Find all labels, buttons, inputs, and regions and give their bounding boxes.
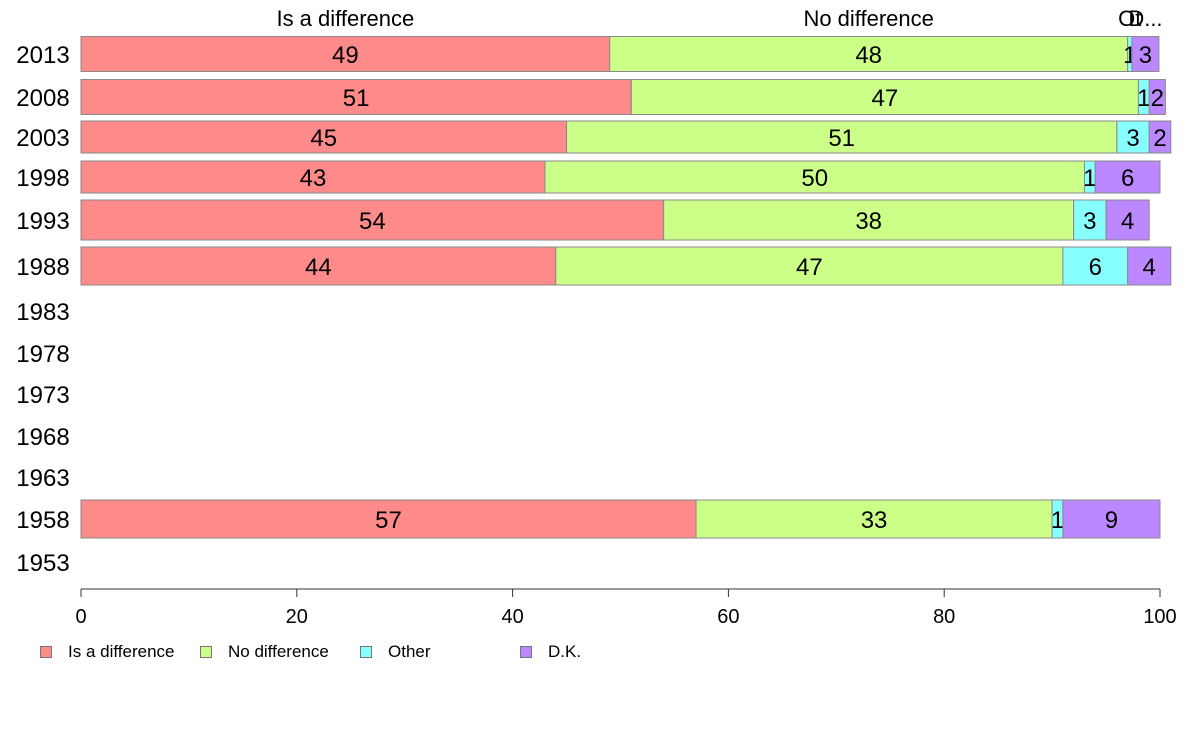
bar-row-1998: 43 50 1 6 (80, 160, 1161, 194)
year-label-1968: 1968 (16, 424, 69, 451)
bar-no-difference-2003 (566, 120, 1118, 154)
legend-swatch-other (360, 646, 372, 658)
legend-swatch-dk (520, 646, 532, 658)
x-axis: 0 20 40 60 80 100 (75, 588, 1177, 628)
legend-label-other: Other (388, 642, 431, 661)
data-label-d-k-1993: 4 (1121, 208, 1134, 235)
data-label-d-k-1998: 6 (1121, 165, 1134, 192)
year-label-1953: 1953 (16, 550, 69, 577)
data-label-d-k-2003: 2 (1153, 125, 1166, 152)
data-label-other-1958: 1 (1051, 507, 1064, 534)
legend-item-no-difference: No difference (200, 642, 329, 662)
legend-item-other: Other (360, 642, 431, 662)
bar-no-difference-1988 (555, 246, 1064, 286)
data-label-other-1993: 3 (1083, 208, 1096, 235)
year-label-1993: 1993 (16, 208, 69, 235)
bar-no-difference-1998 (544, 160, 1085, 194)
bar-row-2003: 45 51 3 2 (80, 120, 1172, 154)
data-label-is-a-difference-1993: 54 (359, 208, 386, 235)
x-tick-label-20: 20 (286, 606, 308, 628)
bar-is-a-difference-1998 (80, 160, 546, 194)
data-label-no-difference-1998: 50 (801, 165, 828, 192)
legend-label-is-a-difference: Is a difference (68, 642, 175, 661)
bar-d-k-1993 (1105, 199, 1150, 241)
data-label-is-a-difference-2003: 45 (310, 125, 337, 152)
year-label-1973: 1973 (16, 382, 69, 409)
data-label-no-difference-1988: 47 (796, 254, 823, 281)
year-labels: 2013 2008 2003 1998 1993 1988 1983 1978 1973 1968… (16, 42, 69, 577)
data-label-d-k-1988: 4 (1143, 254, 1156, 281)
bar-row-2008: 51 47 1 2 (80, 79, 1166, 115)
legend-label-no-difference: No difference (228, 642, 329, 661)
year-label-1958: 1958 (16, 507, 69, 534)
x-tick-label-60: 60 (717, 606, 739, 628)
data-label-no-difference-2013: 48 (855, 42, 882, 69)
bar-d-k-1988 (1127, 246, 1172, 286)
bar-is-a-difference-1958 (80, 499, 697, 539)
bar-d-k-1958 (1062, 499, 1161, 539)
data-label-no-difference-1958: 33 (861, 507, 888, 534)
column-header-no-difference: No difference (803, 6, 933, 31)
bar-no-difference-2008 (630, 79, 1139, 115)
data-label-is-a-difference-2008: 51 (343, 85, 370, 112)
year-label-1998: 1998 (16, 165, 69, 192)
data-label-other-2003: 3 (1126, 125, 1139, 152)
legend-item-is-a-difference: Is a difference (40, 642, 174, 662)
year-label-2008: 2008 (16, 85, 69, 112)
year-label-1988: 1988 (16, 254, 69, 281)
column-header-d-k: D... (1128, 6, 1162, 31)
data-label-no-difference-2008: 47 (872, 85, 899, 112)
legend-item-dk: D.K. (520, 642, 581, 662)
bar-is-a-difference-1988 (80, 246, 557, 286)
bar-d-k-2013 (1131, 36, 1160, 72)
bar-d-k-1998 (1094, 160, 1161, 194)
bar-other-1988 (1062, 246, 1129, 286)
data-label-d-k-1958: 9 (1105, 507, 1118, 534)
data-label-is-a-difference-1988: 44 (305, 254, 332, 281)
column-headers: Is a difference No difference OtD... (276, 6, 1162, 31)
legend-swatch-is-a-difference (40, 646, 52, 658)
data-label-no-difference-2003: 51 (828, 125, 855, 152)
data-label-other-2008: 1 (1137, 85, 1150, 112)
bar-other-2003 (1116, 120, 1150, 154)
column-header-is-a-difference: Is a difference (276, 6, 414, 31)
year-label-1983: 1983 (16, 299, 69, 326)
column-header-other: Ot (1118, 6, 1141, 31)
bar-d-k-2003 (1148, 120, 1172, 154)
data-label-d-k-2008: 2 (1151, 85, 1164, 112)
bar-row-1958: 57 33 1 9 (80, 499, 1161, 539)
x-tick-label-80: 80 (933, 606, 955, 628)
bar-other-1993 (1073, 199, 1107, 241)
bar-no-difference-1993 (663, 199, 1075, 241)
x-tick-label-40: 40 (501, 606, 523, 628)
bar-row-2013: 49 48 1 3 (80, 36, 1160, 72)
bar-no-difference-2013 (609, 36, 1129, 72)
data-label-other-1998: 1 (1083, 165, 1096, 192)
year-label-2013: 2013 (16, 42, 69, 69)
year-label-2003: 2003 (16, 125, 69, 152)
x-tick-label-0: 0 (75, 606, 86, 628)
data-label-no-difference-1993: 38 (855, 208, 882, 235)
data-label-is-a-difference-1998: 43 (300, 165, 327, 192)
bars: 49 48 1 351 47 1 245 51 3 243 50 1 654 38 3 444 47 6 457 33… (80, 36, 1172, 539)
bar-row-1993: 54 38 3 4 (80, 199, 1150, 241)
data-label-d-k-2013: 3 (1139, 42, 1152, 69)
legend-swatch-no-difference (200, 646, 212, 658)
legend: Is a difference No difference Other D.K. (40, 642, 680, 664)
year-label-1963: 1963 (16, 465, 69, 492)
bar-d-k-2008 (1148, 79, 1166, 115)
x-tick-label-100: 100 (1143, 606, 1176, 628)
year-label-1978: 1978 (16, 341, 69, 368)
data-label-other-1988: 6 (1089, 254, 1102, 281)
bar-is-a-difference-2008 (80, 79, 632, 115)
bar-row-1988: 44 47 6 4 (80, 246, 1172, 286)
bar-is-a-difference-1993 (80, 199, 665, 241)
data-label-is-a-difference-1958: 57 (375, 507, 402, 534)
legend-label-dk: D.K. (548, 642, 582, 661)
data-label-is-a-difference-2013: 49 (332, 42, 359, 69)
